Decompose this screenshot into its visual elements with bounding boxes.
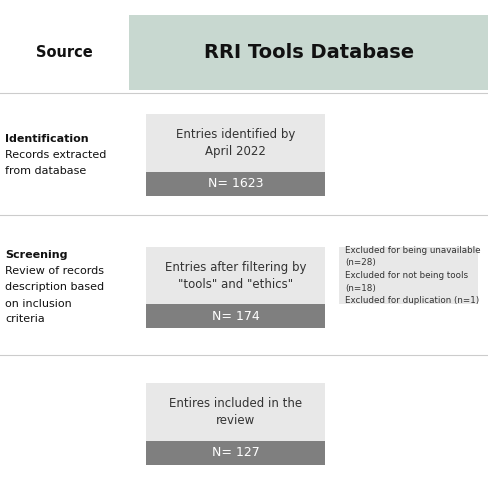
Bar bbox=[146, 247, 325, 304]
Bar bbox=[146, 304, 325, 328]
Text: RRI Tools Database: RRI Tools Database bbox=[203, 43, 414, 62]
Bar bbox=[146, 383, 325, 440]
Text: description based: description based bbox=[5, 282, 104, 292]
Bar bbox=[129, 15, 488, 90]
Text: from database: from database bbox=[5, 166, 86, 176]
Text: N= 174: N= 174 bbox=[212, 310, 259, 323]
Text: Entries after filtering by
"tools" and "ethics": Entries after filtering by "tools" and "… bbox=[165, 260, 306, 290]
Text: Source: Source bbox=[36, 45, 93, 60]
Text: Screening: Screening bbox=[5, 250, 67, 260]
Bar bbox=[339, 247, 478, 304]
Bar bbox=[146, 440, 325, 464]
Bar bbox=[146, 172, 325, 196]
Text: Entires included in the
review: Entires included in the review bbox=[169, 397, 302, 427]
Text: Review of records: Review of records bbox=[5, 266, 104, 276]
Text: N= 127: N= 127 bbox=[212, 446, 259, 459]
Text: Records extracted: Records extracted bbox=[5, 150, 106, 160]
Text: N= 1623: N= 1623 bbox=[208, 178, 263, 190]
Text: Entries identified by
April 2022: Entries identified by April 2022 bbox=[176, 128, 295, 158]
Text: criteria: criteria bbox=[5, 314, 44, 324]
Bar bbox=[146, 114, 325, 172]
Text: on inclusion: on inclusion bbox=[5, 298, 72, 308]
Text: Identification: Identification bbox=[5, 134, 88, 144]
Text: Excluded for being unavailable
(n=28)
Excluded for not being tools
(n=18)
Exclud: Excluded for being unavailable (n=28) Ex… bbox=[345, 246, 481, 305]
